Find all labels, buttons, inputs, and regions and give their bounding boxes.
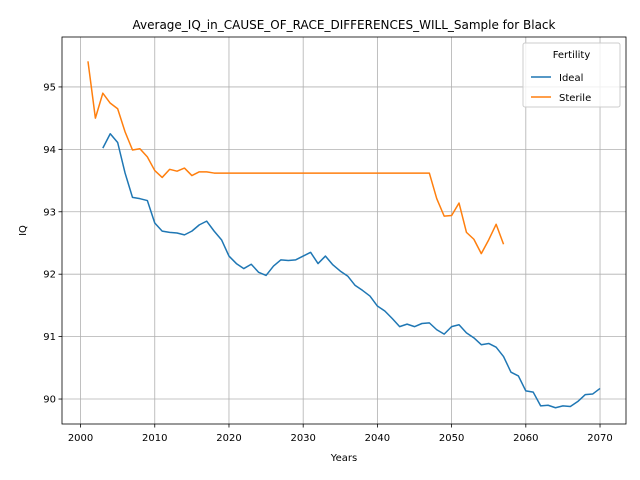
legend-box [522,42,621,108]
x-tick-label: 2060 [513,433,538,444]
plot-frame [61,36,627,425]
x-tick-label: 2010 [142,433,167,444]
legend-label-ideal: Ideal [559,73,583,84]
series-line-ideal [102,133,601,409]
x-tick-label: 2050 [439,433,464,444]
x-tick-label: 2040 [365,433,390,444]
x-tick-label: 2070 [587,433,612,444]
legend: Fertility Ideal Sterile [522,42,621,108]
x-tick-label: 2000 [68,433,93,444]
y-axis-label: IQ [18,225,29,236]
y-tick-label: 92 [43,270,56,281]
x-tick-label: 2020 [216,433,241,444]
x-axis-label: Years [330,453,357,464]
series-line-sterile [87,61,505,255]
legend-title: Fertility [553,50,591,61]
series-lines [87,61,601,409]
x-axis-ticks: 2000 2010 2020 2030 2040 2050 2060 2070 [68,424,613,444]
y-tick-label: 95 [43,82,56,93]
y-tick-label: 91 [43,332,56,343]
x-tick-label: 2030 [290,433,315,444]
legend-label-sterile: Sterile [559,93,591,104]
y-tick-label: 94 [43,145,56,156]
y-tick-label: 93 [43,207,56,218]
y-tick-label: 90 [43,395,56,406]
chart-title: Average_IQ_in_CAUSE_OF_RACE_DIFFERENCES_… [133,18,556,32]
y-axis-ticks: 90 91 92 93 94 95 [43,82,62,406]
legend-items: Ideal Sterile [531,73,591,104]
